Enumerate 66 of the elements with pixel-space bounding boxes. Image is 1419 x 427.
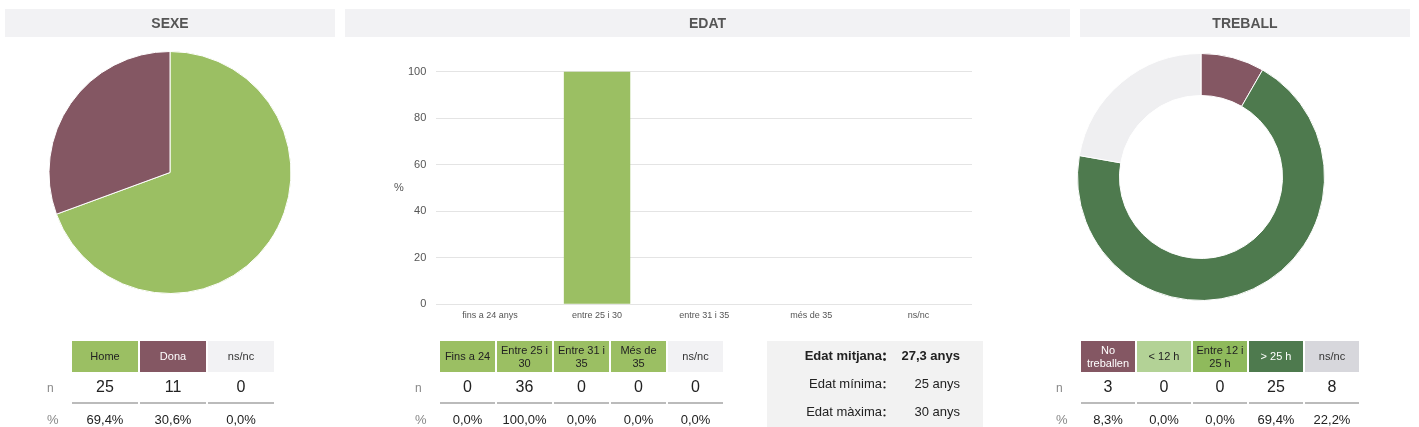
- text: n: [1055, 380, 1064, 397]
- data-label: 0,0%: [451, 410, 484, 427]
- category-label: Dona: [140, 341, 206, 372]
- text: 30 anys: [914, 403, 960, 419]
- data-label: 0: [1193, 372, 1247, 404]
- data-label: 0,0%: [1204, 410, 1236, 427]
- category-label: Entre 25 i 30: [497, 341, 552, 372]
- chart-title: SEXE: [5, 9, 335, 37]
- category-label: Entre 31 i 35: [554, 341, 609, 372]
- data-label: 3: [1081, 372, 1135, 404]
- data-label: 22,2%: [1312, 410, 1352, 427]
- data-label: 36: [497, 372, 552, 404]
- data-label: 0: [554, 372, 609, 404]
- category-label: Home: [72, 341, 138, 372]
- chart-title: TREBALL: [1080, 9, 1410, 37]
- category-label: Fins a 24: [440, 341, 495, 372]
- x-tick-label: entre 31 i 35: [679, 310, 730, 321]
- data-label: 8: [1305, 372, 1359, 404]
- x-tick-label: més de 35: [790, 310, 833, 321]
- data-label: 0,0%: [225, 410, 257, 427]
- chart-title: EDAT: [345, 9, 1070, 37]
- x-tick-label: fins a 24 anys: [462, 310, 519, 321]
- x-tick-label: ns/nc: [907, 310, 930, 321]
- y-tick-label: 100: [407, 64, 427, 77]
- y-tick-label: 40: [414, 204, 427, 217]
- y-axis-title: %: [394, 180, 404, 193]
- data-label: 0,0%: [679, 410, 712, 427]
- data-label: 0: [1137, 372, 1191, 404]
- data-label: 69,4%: [85, 410, 125, 427]
- category-label: Edat mitjana: [803, 347, 882, 363]
- data-label: 0: [440, 372, 495, 404]
- data-label: 0,0%: [1148, 410, 1180, 427]
- data-label: 100,0%: [501, 410, 548, 427]
- y-tick-label: 20: [414, 250, 427, 263]
- data-label: 0: [668, 372, 723, 404]
- y-tick-label: 60: [414, 157, 427, 170]
- category-label: Més de 35: [611, 341, 666, 372]
- data-label: 0: [208, 372, 274, 404]
- data-label: 0,0%: [622, 410, 655, 427]
- category-label: ns/nc: [668, 341, 723, 372]
- data-label: 8,3%: [1092, 410, 1124, 427]
- category-label: > 25 h: [1249, 341, 1303, 372]
- text: %: [414, 410, 428, 427]
- text: %: [1055, 410, 1069, 427]
- text: n: [46, 380, 55, 397]
- data-label: 25: [1249, 372, 1303, 404]
- data-label: 11: [140, 372, 206, 404]
- category-label: Edat màxima: [805, 403, 882, 419]
- category-label: ns/nc: [208, 341, 274, 372]
- category-label: ns/nc: [1305, 341, 1359, 372]
- text: 25 anys: [914, 375, 960, 391]
- data-label: 30,6%: [153, 410, 193, 427]
- y-tick-label: 80: [414, 111, 427, 124]
- text: 27,3 anys: [901, 347, 960, 363]
- text: n: [414, 380, 423, 397]
- data-label: 69,4%: [1256, 410, 1296, 427]
- category-label: Entre 12 i 25 h: [1193, 341, 1247, 372]
- data-label: 0: [611, 372, 666, 404]
- category-label: < 12 h: [1137, 341, 1191, 372]
- x-tick-label: entre 25 i 30: [572, 310, 623, 321]
- data-label: 25: [72, 372, 138, 404]
- category-label: No treballen: [1081, 341, 1135, 372]
- y-tick-label: 0: [420, 297, 427, 310]
- category-label: Edat mínima: [808, 375, 882, 391]
- data-label: 0,0%: [565, 410, 598, 427]
- text: %: [46, 410, 60, 427]
